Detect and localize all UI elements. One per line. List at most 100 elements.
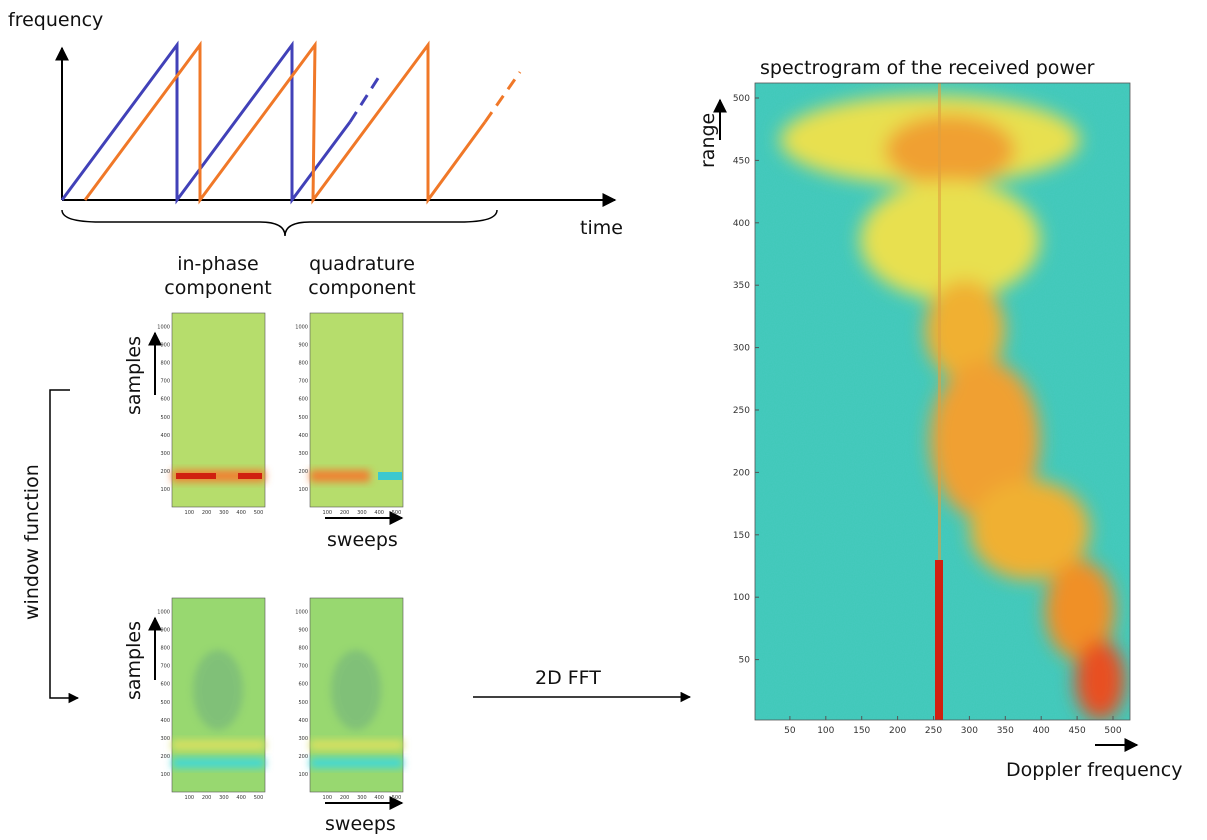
x-tick-label: 150 — [853, 726, 870, 736]
panel-y-tick-label: 300 — [298, 736, 308, 742]
doppler-label: Doppler frequency — [1006, 759, 1183, 781]
rx-chirp — [83, 40, 487, 205]
panel-y-tick-label: 1000 — [157, 325, 170, 331]
panel-band — [172, 740, 265, 750]
panel-y-tick-label: 700 — [298, 664, 308, 670]
panel-y-tick-label: 600 — [160, 682, 170, 688]
sweeps-label: sweeps — [327, 529, 398, 551]
y-tick-label: 200 — [733, 468, 750, 478]
panel-band — [238, 473, 262, 479]
panel-y-tick-label: 400 — [298, 718, 308, 724]
x-tick-label: 100 — [817, 726, 834, 736]
panel-y-tick-label: 1000 — [157, 610, 170, 616]
y-tick-label: 50 — [739, 656, 751, 666]
panel-y-tick-label: 200 — [160, 469, 170, 475]
panel-y-tick-label: 600 — [298, 682, 308, 688]
panel-x-tick-label: 200 — [202, 795, 212, 801]
panel-texture — [331, 650, 381, 730]
panel-y-tick-label: 900 — [160, 628, 170, 634]
panels — [171, 312, 404, 793]
rx-chirp-continued — [483, 71, 522, 123]
panel-y-tick-label: 100 — [160, 772, 170, 778]
panel-y-tick-label: 500 — [160, 415, 170, 421]
window-function-label: window function — [21, 464, 43, 620]
spectrogram-echo — [780, 95, 1125, 720]
panel-texture — [193, 650, 243, 730]
tx-chirp-continued — [348, 71, 384, 123]
panel-y-tick-label: 700 — [298, 379, 308, 385]
panel-band — [378, 472, 402, 480]
panel-x-tick-label: 200 — [340, 795, 350, 801]
spectrogram-frame — [754, 82, 1131, 721]
panel-y-tick-label: 300 — [160, 736, 170, 742]
zero-doppler-line — [938, 83, 941, 560]
x-tick-label: 50 — [784, 726, 796, 736]
panel-y-tick-label: 500 — [298, 700, 308, 706]
panel-y-tick-label: 100 — [298, 772, 308, 778]
y-label: frequency — [8, 9, 103, 31]
panel-y-tick-label: 500 — [160, 700, 170, 706]
panel-y-tick-label: 400 — [160, 718, 170, 724]
panel-band — [176, 473, 216, 479]
panel-x-tick-label: 500 — [392, 795, 402, 801]
window-bracket — [49, 389, 80, 704]
panel-band — [310, 740, 403, 750]
y-tick-label: 300 — [733, 344, 750, 354]
fft-label: 2D FFT — [535, 667, 601, 689]
x-tick-label: 250 — [925, 726, 942, 736]
x-tick-label: 500 — [1104, 726, 1121, 736]
x-tick-label: 200 — [889, 726, 906, 736]
y-tick-label: 450 — [733, 156, 750, 166]
panel-x-tick-label: 200 — [340, 510, 350, 516]
panel-y-tick-label: 200 — [160, 754, 170, 760]
panel-y-tick-label: 700 — [160, 664, 170, 670]
spectrogram: spectrogram of the received power range … — [697, 57, 1183, 781]
panel-x-tick-label: 400 — [236, 510, 246, 516]
samples-label: samples — [123, 621, 145, 700]
panel-x-tick-label: 300 — [357, 795, 367, 801]
panel-x-tick-label: 500 — [254, 510, 264, 516]
panel-y-tick-label: 200 — [298, 754, 308, 760]
panel-x-tick-label: 300 — [357, 510, 367, 516]
panel-x-tick-label: 400 — [374, 795, 384, 801]
brace — [61, 209, 498, 237]
panel-x-tick-label: 400 — [374, 510, 384, 516]
panel-y-tick-label: 100 — [160, 487, 170, 493]
panel-x-tick-label: 500 — [254, 795, 264, 801]
y-tick-label: 100 — [733, 593, 750, 603]
panel-y-tick-label: 1000 — [295, 610, 308, 616]
tx-chirp — [60, 40, 352, 205]
y-tick-label: 150 — [733, 531, 750, 541]
quadrature-label: quadrature component — [308, 253, 416, 299]
panel-y-tick-label: 800 — [160, 361, 170, 367]
panel-y-tick-label: 400 — [298, 433, 308, 439]
samples-label: samples — [123, 336, 145, 415]
panel-y-tick-label: 600 — [298, 397, 308, 403]
y-tick-label: 350 — [733, 281, 750, 291]
x-tick-label: 350 — [997, 726, 1014, 736]
x-tick-label: 400 — [1033, 726, 1050, 736]
panel-y-tick-label: 1000 — [295, 325, 308, 331]
panel-y-tick-label: 800 — [298, 646, 308, 652]
x-tick-label: 450 — [1069, 726, 1086, 736]
zero-doppler-line — [935, 560, 943, 720]
panel-y-tick-label: 400 — [160, 433, 170, 439]
range-label: range — [697, 113, 719, 168]
panel-x-tick-label: 400 — [236, 795, 246, 801]
panel-y-tick-label: 200 — [298, 469, 308, 475]
panel-x-tick-label: 300 — [219, 510, 229, 516]
panel-y-tick-label: 300 — [298, 451, 308, 457]
panel-y-tick-label: 900 — [160, 343, 170, 349]
panel-x-tick-label: 300 — [219, 795, 229, 801]
x-tick-label: 300 — [961, 726, 978, 736]
panel-band — [310, 758, 403, 768]
panel-x-tick-label: 100 — [323, 795, 333, 801]
spectrogram-title: spectrogram of the received power — [760, 57, 1095, 79]
panel-y-tick-label: 800 — [298, 361, 308, 367]
panel-y-tick-label: 300 — [160, 451, 170, 457]
y-tick-label: 250 — [733, 406, 750, 416]
panel-y-tick-label: 900 — [298, 343, 308, 349]
panel-band — [310, 470, 370, 482]
panel-x-tick-label: 100 — [323, 510, 333, 516]
